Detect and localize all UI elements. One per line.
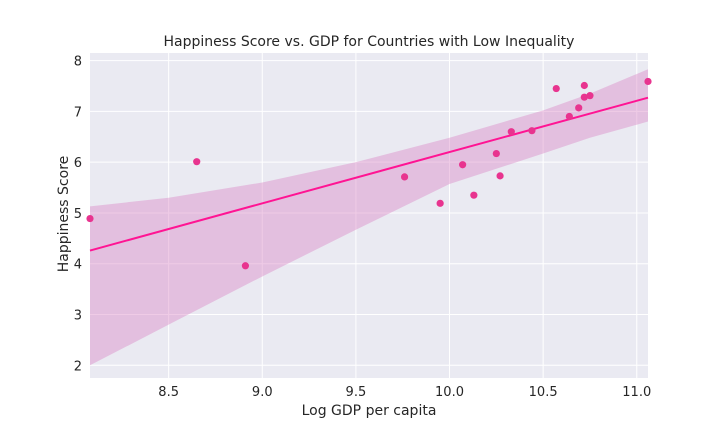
y-axis-label: Happiness Score — [56, 156, 72, 273]
data-point — [565, 112, 573, 121]
data-point — [459, 161, 467, 169]
y-tick-label: 8 — [74, 55, 82, 70]
confidence-band — [90, 69, 648, 366]
data-point — [644, 77, 652, 86]
y-tick-label: 3 — [74, 309, 82, 324]
y-tick-label: 4 — [74, 258, 82, 273]
regression-line — [89, 96, 649, 252]
y-tick-label: 7 — [74, 105, 82, 120]
x-tick-label: 10.0 — [435, 385, 464, 400]
data-point — [507, 128, 515, 136]
x-axis-label: Log GDP per capita — [302, 403, 437, 419]
data-point — [552, 84, 560, 93]
data-point — [400, 173, 409, 181]
data-point — [580, 81, 588, 90]
x-tick-label: 9.0 — [252, 385, 273, 400]
data-point — [241, 262, 250, 270]
data-point — [86, 214, 94, 223]
x-tick-label: 8.5 — [158, 385, 179, 400]
y-tick-label: 6 — [74, 156, 82, 171]
y-tick-label: 2 — [74, 359, 82, 374]
x-tick-label: 10.5 — [529, 385, 558, 400]
chart-title: Happiness Score vs. GDP for Countries wi… — [164, 34, 575, 50]
data-point — [193, 158, 201, 166]
x-tick-labels: 8.5 9.0 9.5 10.0 10.5 11.0 — [158, 385, 651, 400]
regression-line-group — [89, 96, 649, 252]
data-point — [575, 104, 583, 112]
y-tick-label: 5 — [74, 207, 82, 222]
data-point — [492, 149, 500, 158]
x-tick-label: 11.0 — [622, 385, 651, 400]
plot-background — [90, 53, 648, 378]
data-point — [528, 127, 536, 135]
confidence-band-area — [90, 69, 648, 366]
data-point — [470, 191, 478, 199]
data-points — [86, 77, 652, 270]
data-point — [436, 199, 444, 207]
x-tick-label: 9.5 — [346, 385, 367, 400]
grid-lines — [90, 53, 648, 378]
data-point — [580, 93, 588, 101]
data-point — [496, 172, 504, 180]
data-point — [586, 92, 594, 100]
y-tick-labels: 2 3 4 5 6 7 8 — [74, 55, 82, 375]
